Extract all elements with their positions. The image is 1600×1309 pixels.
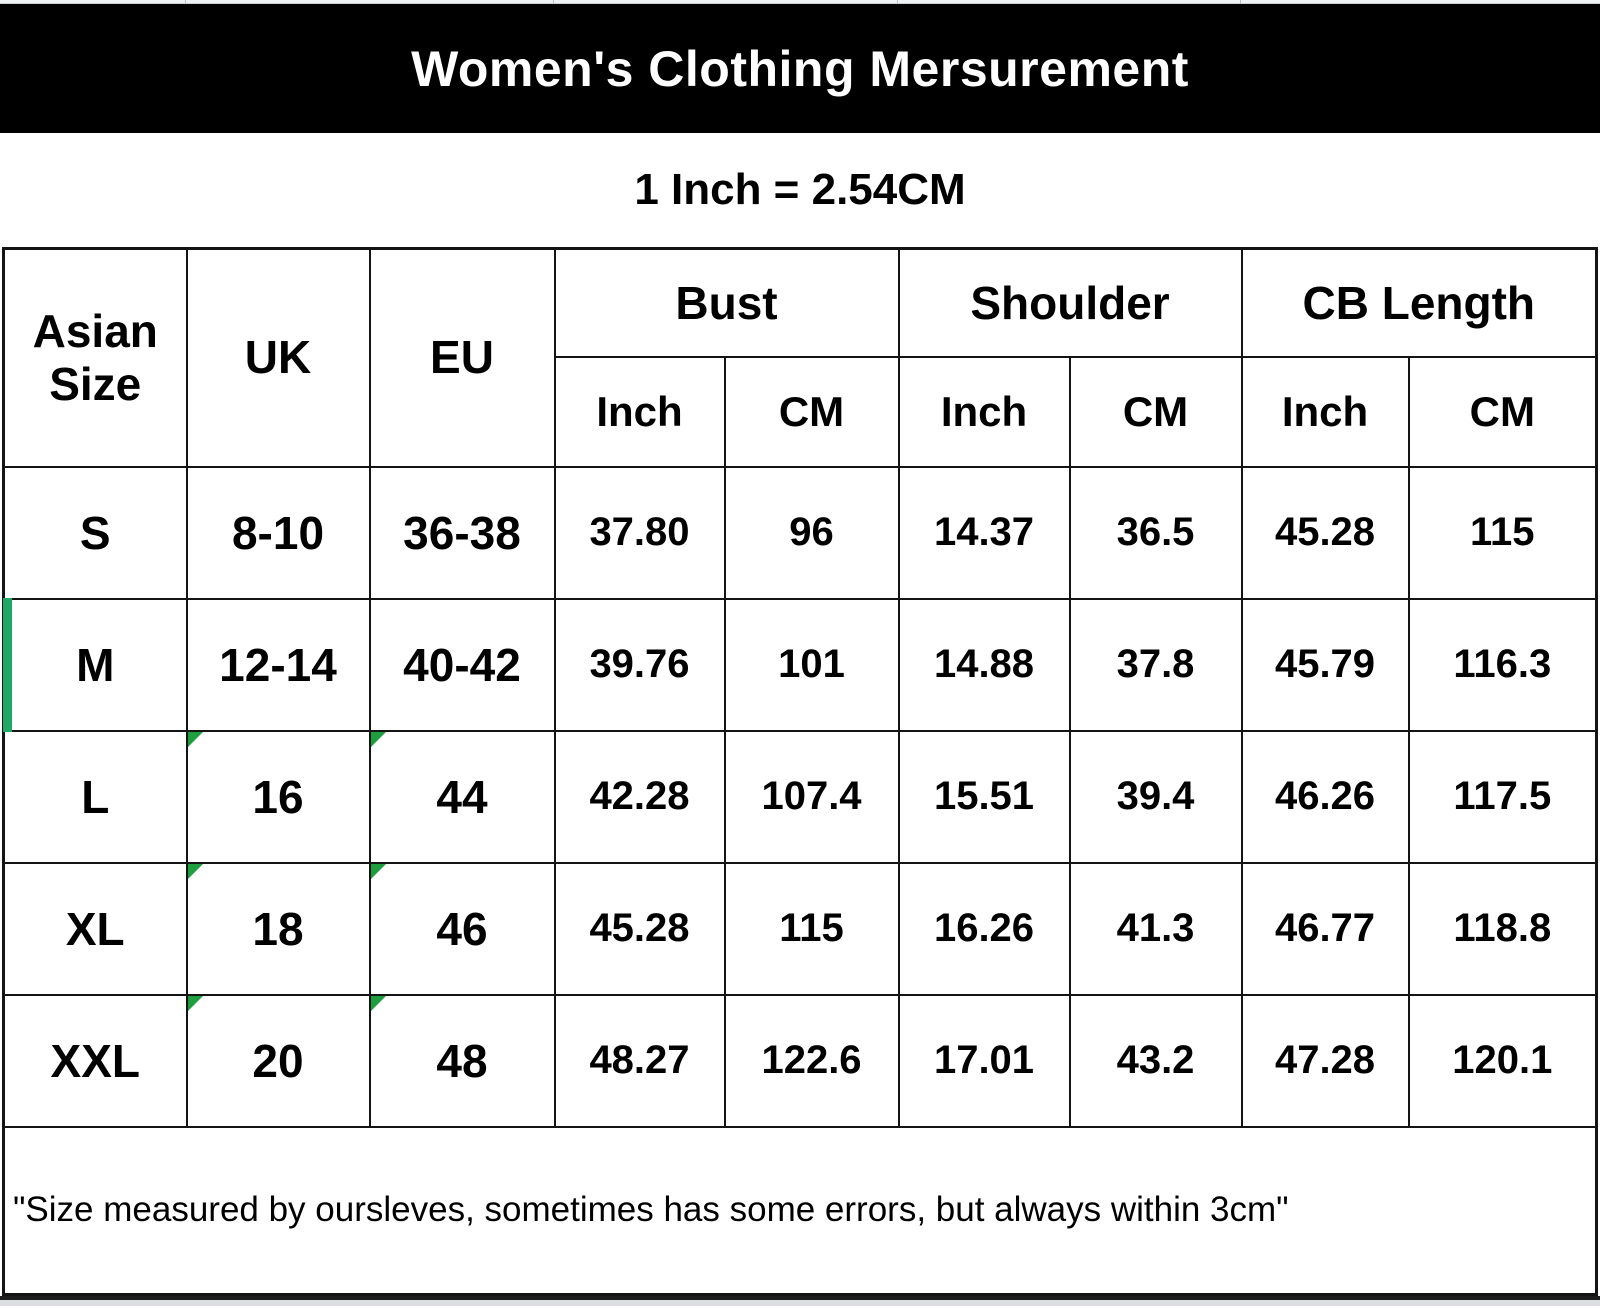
cb-cm-cell: 117.5 xyxy=(1407,729,1598,864)
gridline-tick xyxy=(1240,0,1241,4)
gridline-tick xyxy=(553,0,554,4)
size-cell: XXL xyxy=(2,993,188,1128)
page-title: Women's Clothing Mersurement xyxy=(411,40,1189,97)
shoulder-cm-cell: 37.8 xyxy=(1068,597,1243,732)
shoulder-cm-cell: 36.5 xyxy=(1068,465,1243,600)
size-cell: S xyxy=(2,465,188,600)
uk-cell: 20 xyxy=(185,993,371,1128)
unit-header-cb-inch: Inch xyxy=(1240,355,1410,468)
bottom-gridline-strip xyxy=(0,1296,1600,1306)
uk-cell: 8-10 xyxy=(185,465,371,600)
col-header-asian-size: Asian Size xyxy=(2,247,188,468)
bust-inch-cell: 48.27 xyxy=(553,993,726,1128)
size-label: M xyxy=(76,638,115,691)
cb-inch-cell: 47.28 xyxy=(1240,993,1410,1128)
bust-cm-cell: 107.4 xyxy=(723,729,900,864)
conversion-row: 1 Inch = 2.54CM xyxy=(0,133,1600,247)
group-header-shoulder: Shoulder xyxy=(897,247,1243,358)
uk-cell: 16 xyxy=(185,729,371,864)
shoulder-cm-cell: 41.3 xyxy=(1068,861,1243,996)
shoulder-inch-cell: 15.51 xyxy=(897,729,1071,864)
bust-cm-cell: 101 xyxy=(723,597,900,732)
unit-header-bust-inch: Inch xyxy=(553,355,726,468)
shoulder-inch-cell: 14.37 xyxy=(897,465,1071,600)
shoulder-inch-cell: 14.88 xyxy=(897,597,1071,732)
spreadsheet-gridline-strip xyxy=(0,0,1600,4)
green-row-edge-indicator xyxy=(3,597,12,732)
size-chart-table: Asian Size UK EU Bust Shoulder CB Length… xyxy=(2,247,1599,1296)
table-row-s: S 8-10 36-38 37.80 96 14.37 36.5 45.28 1… xyxy=(2,465,1598,600)
excel-error-triangle-icon xyxy=(187,863,203,879)
cb-cm-cell: 118.8 xyxy=(1407,861,1598,996)
size-cell: XL xyxy=(2,861,188,996)
cb-inch-cell: 45.28 xyxy=(1240,465,1410,600)
bust-inch-cell: 45.28 xyxy=(553,861,726,996)
eu-value: 46 xyxy=(436,902,488,955)
cb-inch-cell: 46.77 xyxy=(1240,861,1410,996)
unit-header-shoulder-inch: Inch xyxy=(897,355,1071,468)
eu-cell: 40-42 xyxy=(368,597,556,732)
footer-note: "Size measured by oursleves, sometimes h… xyxy=(2,1125,1598,1296)
cb-inch-cell: 45.79 xyxy=(1240,597,1410,732)
title-banner: Women's Clothing Mersurement xyxy=(0,4,1600,133)
excel-error-triangle-icon xyxy=(370,863,386,879)
size-cell: L xyxy=(2,729,188,864)
cb-cm-cell: 120.1 xyxy=(1407,993,1598,1128)
cb-cm-cell: 115 xyxy=(1407,465,1598,600)
shoulder-cm-cell: 39.4 xyxy=(1068,729,1243,864)
uk-value: 16 xyxy=(252,770,304,823)
eu-cell: 46 xyxy=(368,861,556,996)
uk-value: 20 xyxy=(252,1034,304,1087)
shoulder-inch-cell: 17.01 xyxy=(897,993,1071,1128)
bust-cm-cell: 122.6 xyxy=(723,993,900,1128)
eu-value: 48 xyxy=(436,1034,488,1087)
eu-cell: 36-38 xyxy=(368,465,556,600)
unit-header-shoulder-cm: CM xyxy=(1068,355,1243,468)
uk-cell: 18 xyxy=(185,861,371,996)
excel-error-triangle-icon xyxy=(187,995,203,1011)
table-row-xxl: XXL 20 48 48.27 122.6 17.01 43.2 47.28 1… xyxy=(2,993,1598,1128)
eu-cell: 44 xyxy=(368,729,556,864)
unit-header-bust-cm: CM xyxy=(723,355,900,468)
bust-inch-cell: 39.76 xyxy=(553,597,726,732)
excel-error-triangle-icon xyxy=(370,731,386,747)
bust-inch-cell: 37.80 xyxy=(553,465,726,600)
col-header-uk: UK xyxy=(185,247,371,468)
size-cell: M xyxy=(2,597,188,732)
footer-note-row: "Size measured by oursleves, sometimes h… xyxy=(2,1125,1598,1296)
group-header-bust: Bust xyxy=(553,247,900,358)
table-row-xl: XL 18 46 45.28 115 16.26 41.3 46.77 118.… xyxy=(2,861,1598,996)
header-group-row: Asian Size UK EU Bust Shoulder CB Length xyxy=(2,247,1598,468)
unit-header-cb-cm: CM xyxy=(1407,355,1598,468)
shoulder-inch-cell: 16.26 xyxy=(897,861,1071,996)
eu-cell: 48 xyxy=(368,993,556,1128)
conversion-note: 1 Inch = 2.54CM xyxy=(634,165,966,214)
bust-cm-cell: 115 xyxy=(723,861,900,996)
excel-error-triangle-icon xyxy=(187,731,203,747)
cb-inch-cell: 46.26 xyxy=(1240,729,1410,864)
header-unit-row: Inch CM Inch CM Inch CM xyxy=(4,355,1598,468)
col-header-eu: EU xyxy=(368,247,556,468)
gridline-tick xyxy=(185,0,186,4)
group-header-cb-length: CB Length xyxy=(1240,247,1598,358)
shoulder-cm-cell: 43.2 xyxy=(1068,993,1243,1128)
gridline-tick xyxy=(897,0,898,4)
excel-error-triangle-icon xyxy=(370,995,386,1011)
eu-value: 44 xyxy=(436,770,488,823)
table-row-l: L 16 44 42.28 107.4 15.51 39.4 46.26 117… xyxy=(2,729,1598,864)
bust-inch-cell: 42.28 xyxy=(553,729,726,864)
uk-value: 18 xyxy=(252,902,304,955)
bust-cm-cell: 96 xyxy=(723,465,900,600)
table-row-m: M 12-14 40-42 39.76 101 14.88 37.8 45.79… xyxy=(2,597,1598,732)
uk-cell: 12-14 xyxy=(185,597,371,732)
cb-cm-cell: 116.3 xyxy=(1407,597,1598,732)
